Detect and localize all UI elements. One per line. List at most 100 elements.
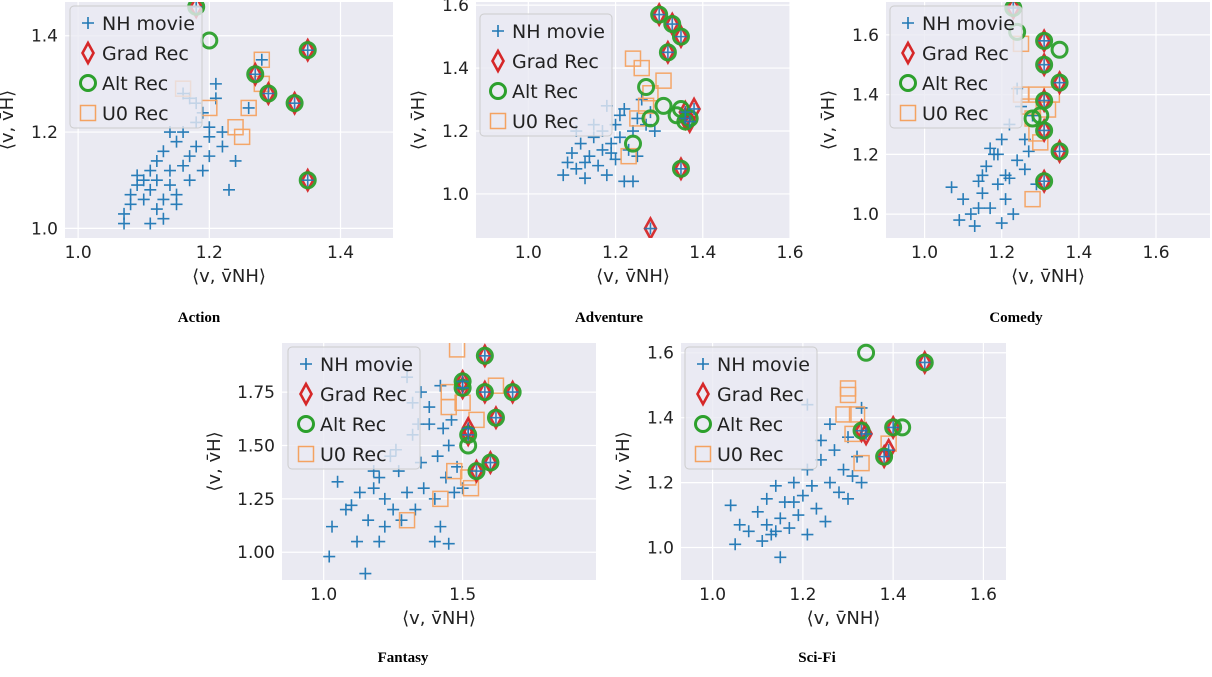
grad-rec-center-mark-shape (1038, 94, 1051, 107)
nh-movie-point-shape (437, 422, 450, 435)
nh-movie-point (434, 379, 447, 392)
nh-movie-point-shape (995, 133, 1008, 146)
legend-item-nh-movie-marker (300, 358, 312, 370)
grad-rec-center-mark (301, 174, 314, 187)
y-tick-label: 1.50 (237, 436, 275, 456)
nh-movie-point-shape (170, 135, 183, 148)
nh-movie-point-shape (828, 444, 841, 457)
panel-fantasy: 1.0 1.5 1.00 1.25 1.50 1.75 ⟨v, v̄NH⟩ ⟨v, v̄H⟩ N… (204, 343, 596, 666)
nh-movie-point (837, 463, 850, 476)
grad-rec-center-mark-shape (462, 422, 475, 435)
grad-rec-center-mark-shape (1038, 124, 1051, 137)
grad-rec-point-shape (643, 215, 658, 238)
nh-movie-point-shape (196, 164, 209, 177)
nh-movie-point-shape (456, 482, 469, 495)
grad-rec-center-mark (688, 102, 701, 115)
u0-rec-point-shape (839, 386, 857, 404)
u0-rec-point (253, 51, 271, 69)
grad-rec-point (673, 156, 688, 182)
nh-movie-point-shape (183, 150, 196, 163)
grad-rec-point (665, 11, 680, 37)
x-tick-label: 1.4 (1065, 243, 1092, 263)
nh-movie-point (995, 133, 1008, 146)
legend-item-alt-rec-marker (899, 74, 917, 92)
nh-movie-point-shape (976, 169, 989, 182)
legend-item-nh-movie-marker-shape (492, 25, 504, 37)
alt-rec-point-shape (671, 159, 690, 178)
legend-item-alt-rec-marker-shape (489, 82, 507, 100)
alt-rec-point (857, 343, 876, 362)
u0-rec-point (633, 59, 650, 77)
alt-rec-point-shape (667, 106, 686, 125)
nh-movie-point (729, 538, 742, 551)
grad-rec-center-mark-shape (688, 102, 701, 115)
nh-movie-point (583, 150, 596, 163)
nh-movie-point (846, 470, 859, 483)
grad-rec-center-mark (288, 97, 301, 110)
alt-rec-point-shape (503, 383, 522, 402)
nh-movie-point (756, 535, 769, 548)
nh-movie-point (627, 175, 639, 188)
legend-item-grad-rec-marker (901, 40, 915, 66)
nh-movie-point (124, 188, 137, 201)
nh-movie-point-shape (423, 418, 436, 431)
x-axis-label: ⟨v, v̄NH⟩ (596, 266, 670, 287)
grad-rec-point (1037, 117, 1052, 144)
nh-movie-point (724, 499, 737, 512)
grad-rec-point-shape (287, 90, 302, 116)
x-axis-label: ⟨v, v̄NH⟩ (807, 608, 881, 629)
nh-movie-point-shape (401, 486, 414, 499)
nh-movie-point-shape (964, 208, 977, 221)
nh-movie-point-shape (157, 212, 170, 225)
grad-rec-center-mark-shape (860, 427, 873, 440)
nh-movie-point-shape (631, 150, 644, 163)
alt-rec-point (624, 134, 642, 153)
nh-movie-point-shape (995, 217, 1008, 230)
nh-movie-point-shape (600, 169, 613, 182)
nh-movie-point (964, 208, 977, 221)
y-tick-label: 1.4 (647, 409, 674, 429)
nh-movie-point (648, 125, 661, 138)
panel-action: 1.0 1.2 1.4 1.0 1.2 1.4 ⟨v, v̄NH⟩ ⟨v, v̄H⟩ NH mo… (0, 2, 393, 326)
legend-item-u0-rec-marker-shape (899, 104, 917, 122)
y-tick-label: 1.0 (647, 539, 674, 559)
nh-movie-point-shape (137, 174, 150, 187)
u0-rec-point (624, 50, 642, 67)
grad-rec-center-mark-shape (489, 411, 502, 424)
nh-movie-point (769, 525, 782, 538)
nh-movie-point-shape (570, 162, 583, 175)
alt-rec-point (641, 109, 660, 128)
legend-box (479, 13, 613, 137)
alt-rec-point-shape (1050, 73, 1069, 92)
nh-movie-point (448, 486, 461, 499)
nh-movie-point (819, 515, 832, 528)
grad-rec-point-shape (1052, 138, 1067, 165)
nh-movie-point (579, 172, 592, 185)
nh-movie-point (832, 486, 845, 499)
u0-rec-point-shape (853, 454, 870, 472)
grad-rec-center-mark (1038, 175, 1051, 188)
nh-movie-point-shape (729, 538, 742, 551)
nh-movie-point (387, 503, 400, 516)
nh-movie-point (1003, 172, 1016, 185)
alt-rec-point (663, 15, 682, 34)
legend-item-grad-rec-marker-shape (299, 381, 313, 407)
nh-movie-point-shape (760, 492, 773, 505)
grad-rec-point-shape (300, 37, 315, 63)
grad-rec-point-shape (877, 443, 892, 470)
legend: NH movie Grad Rec Alt Rec U0 Rec (69, 5, 203, 129)
nh-movie-point (177, 159, 190, 172)
panel-caption: Adventure (575, 310, 643, 326)
grad-rec-point-shape (469, 458, 484, 484)
alt-rec-point-shape (1035, 55, 1054, 74)
alt-rec-point-shape (467, 462, 486, 481)
u0-rec-point-shape (633, 59, 650, 77)
nh-movie-point (976, 169, 989, 182)
legend: NH movie Grad Rec Alt Rec U0 Rec (479, 13, 613, 137)
grad-rec-center-mark-shape (249, 68, 262, 81)
nh-movie-point-shape (796, 489, 809, 502)
alt-rec-point (671, 159, 690, 178)
y-tick-label: 1.6 (852, 26, 879, 46)
y-tick-label: 1.4 (31, 27, 58, 47)
nh-movie-point-shape (442, 439, 455, 452)
